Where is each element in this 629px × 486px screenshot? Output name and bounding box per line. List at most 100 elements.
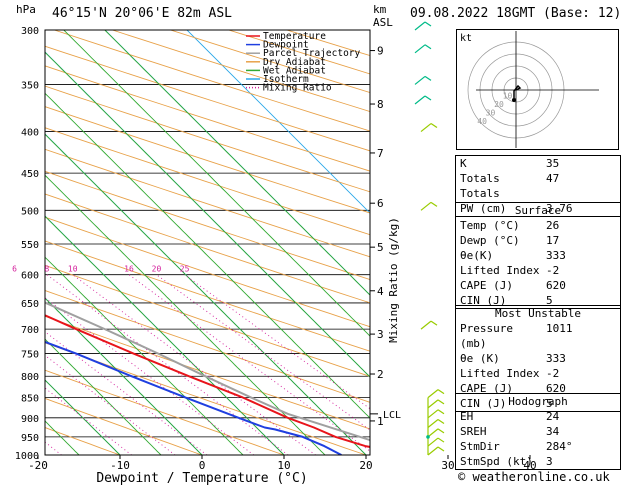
pressure-tick-label: 450 — [21, 169, 39, 180]
most-unstable-table: Most Unstable Pressure (mb) 1011 θe (K) 33… — [455, 305, 621, 412]
asl-unit-label: ASL — [373, 16, 393, 29]
pressure-tick-label: 700 — [21, 325, 39, 336]
wind-barb-flag — [437, 437, 445, 443]
pressure-tick-label: 350 — [21, 80, 39, 91]
dry-adiabat-line — [45, 65, 370, 172]
wind-barb-flag — [437, 389, 445, 395]
dewpoint-line — [45, 340, 342, 455]
wind-barb — [427, 389, 439, 399]
mixing-ratio-label: 16 — [124, 265, 134, 274]
dry-adiabat-line — [45, 216, 370, 328]
index-row-pw: PW (cm) 3.76 — [460, 202, 573, 215]
x-tick-label: 10 — [277, 459, 290, 472]
km-tick-label: 1 — [377, 415, 384, 428]
wind-barb-flag — [437, 446, 445, 452]
p-unit-label: hPa — [16, 3, 36, 16]
km-tick-label: 4 — [377, 285, 384, 298]
hodo-row-stmdir: StmDir 284° — [460, 440, 573, 453]
wind-barb — [427, 409, 439, 419]
isotherm-line — [186, 30, 370, 214]
mixing-ratio-line — [45, 331, 208, 455]
mixing-ratio-line — [45, 354, 176, 455]
pressure-tick-label: 300 — [21, 26, 39, 37]
km-tick-label: 7 — [377, 147, 384, 160]
dry-adiabat-line — [45, 264, 370, 377]
x-tick-label: 40 — [523, 459, 536, 472]
copyright: © weatheronline.co.uk — [458, 470, 610, 484]
pressure-tick-label: 600 — [21, 271, 39, 282]
wind-barb — [414, 21, 426, 31]
wind-barb-flag — [437, 428, 445, 434]
surface-row-cin: CIN (J) 5 — [460, 294, 553, 307]
surface-row-dewp: Dewp (°C) 17 — [460, 234, 560, 247]
wet-adiabat-line — [104, 30, 370, 296]
mu-row-cape: CAPE (J) 620 — [460, 382, 566, 395]
mixing-ratio-label: 10 — [68, 265, 78, 274]
legend-entry: Mixing Ratio — [263, 83, 332, 94]
pressure-tick-label: 650 — [21, 299, 39, 310]
mixing-ratio-axis-title: Mixing Ratio (g/kg) — [387, 217, 400, 343]
wind-barb-flag — [424, 75, 432, 81]
pressure-tick-label: 800 — [21, 372, 39, 383]
lcl-label: LCL — [383, 410, 401, 421]
wind-barb — [420, 123, 432, 133]
isotherm-line — [45, 379, 121, 455]
dry-adiabat-line — [45, 127, 370, 236]
pressure-tick-label: 1000 — [15, 451, 39, 462]
hodograph-ring-label: 40 — [477, 117, 487, 126]
mu-row-pressure: Pressure (mb) 1011 — [460, 322, 573, 350]
mixing-ratio-label: 8 — [44, 265, 49, 274]
dry-adiabat-line — [45, 106, 370, 214]
pressure-tick-label: 950 — [21, 433, 39, 444]
pressure-tick-label: 400 — [21, 128, 39, 139]
isotherm-line — [45, 215, 285, 455]
most-unstable-title: Most Unstable — [494, 307, 582, 320]
x-tick-label: 0 — [199, 459, 206, 472]
index-row-k: K 35 — [460, 157, 560, 170]
surface-row-li: Lifted Index -2 — [460, 264, 560, 277]
mixing-ratio-label: 20 — [152, 265, 162, 274]
mixing-ratio-label: 25 — [180, 265, 190, 274]
km-tick-label: 2 — [377, 368, 384, 381]
x-tick-label: 30 — [441, 459, 454, 472]
temperature-line — [45, 314, 370, 448]
dry-adiabat-line — [45, 397, 203, 455]
legend-entry: Wet Adiabat — [263, 65, 326, 76]
hodograph-ring-label: 20 — [494, 100, 504, 109]
legend-entry: Parcel Trajectory — [263, 48, 361, 59]
km-tick-label: 6 — [377, 197, 384, 210]
km-tick-label: 9 — [377, 45, 384, 58]
wind-barb-flag — [437, 409, 445, 415]
wind-barb — [414, 75, 426, 85]
wet-adiabat-line — [45, 297, 203, 455]
mixing-ratio-line — [72, 274, 316, 455]
dry-adiabat-line — [45, 427, 121, 455]
wind-barb-flag — [424, 95, 432, 101]
dry-adiabat-line — [45, 369, 285, 455]
hodograph-ring-label: 30 — [486, 109, 496, 118]
x-axis-title: Dewpoint / Temperature (°C) — [96, 471, 307, 486]
surface-table: Surface Temp (°C) 26 Dewp (°C) 17 θe(K) 333… — [455, 202, 621, 309]
wet-adiabat-line — [45, 256, 244, 455]
dry-adiabat-line — [45, 342, 367, 455]
wind-barb — [420, 201, 432, 211]
mu-row-thetae: θe (K) 333 — [460, 352, 566, 365]
pressure-tick-label: 500 — [21, 206, 39, 217]
km-tick-label: 8 — [377, 98, 384, 111]
wind-barb — [427, 446, 439, 456]
wind-barb-flag — [424, 21, 432, 27]
surface-title: Surface — [514, 204, 562, 217]
wet-adiabat-line — [45, 379, 121, 455]
storm-motion-marker — [512, 98, 516, 102]
surface-row-thetae: θe(K) 333 — [460, 249, 566, 262]
wind-barb — [427, 419, 439, 428]
wind-barb — [420, 320, 432, 330]
hodograph-table: Hodograph EH 24 SREH 34 StmDir 284° StmSpd … — [455, 393, 621, 470]
mixing-ratio-label: 6 — [12, 265, 17, 274]
wind-barb-flag — [424, 44, 432, 50]
hodograph-unit-label: kt — [460, 33, 472, 44]
indices-table: K 35 Totals Totals 47 PW (cm) 3.76 — [455, 155, 621, 217]
dry-adiabat-line — [45, 240, 370, 352]
